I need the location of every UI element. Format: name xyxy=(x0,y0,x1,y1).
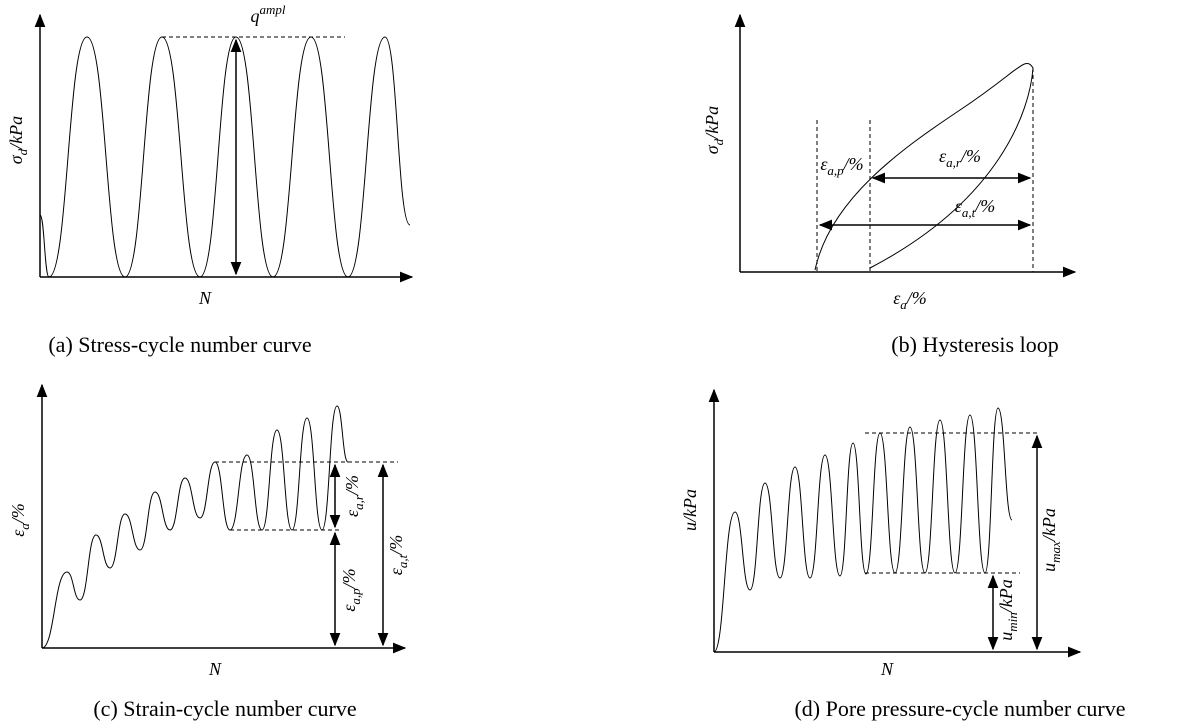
symbol: ε xyxy=(955,196,963,216)
curve xyxy=(41,405,349,649)
unit: /kPa xyxy=(702,106,722,140)
label: umin/kPa xyxy=(996,579,1020,641)
unit: /% xyxy=(386,535,406,556)
subscript: d xyxy=(15,148,30,155)
unit: /% xyxy=(342,475,362,496)
symbol: ε xyxy=(8,529,28,537)
symbol: u xyxy=(996,632,1016,641)
subscript: a,p xyxy=(348,588,363,605)
label: εa,r/% xyxy=(342,475,366,517)
label: σd/kPa xyxy=(702,106,726,154)
unit: /kPa xyxy=(1039,508,1059,542)
subscript: a,t xyxy=(395,554,410,568)
subscript: a,r xyxy=(946,155,962,170)
symbol: ε xyxy=(339,604,359,612)
label: εa,p/% xyxy=(339,568,363,611)
label: εa,t/% xyxy=(955,196,995,220)
label: σd/kPa xyxy=(6,116,30,164)
caption: (b) Hysteresis loop xyxy=(891,332,1058,357)
superscript: ampl xyxy=(260,2,286,17)
label: qampl xyxy=(251,2,286,26)
subscript: min xyxy=(1005,612,1020,632)
label: εa,r/% xyxy=(939,146,981,170)
subscript: a,r xyxy=(351,494,366,510)
label: u/kPa xyxy=(680,489,700,531)
unit: /% xyxy=(974,196,995,216)
symbol: σ xyxy=(6,154,26,164)
symbol: ε xyxy=(386,567,406,575)
symbol: u xyxy=(680,522,700,531)
subscript: a,p xyxy=(827,163,844,178)
unit: /% xyxy=(960,146,981,166)
label: εa/% xyxy=(8,503,32,537)
caption: (c) Strain-cycle number curve xyxy=(93,696,356,721)
unit: /% xyxy=(843,154,864,174)
caption: (a) Stress-cycle number curve xyxy=(48,332,311,357)
unit: /kPa xyxy=(680,489,700,523)
symbol: ε xyxy=(893,288,901,308)
label: εa/% xyxy=(893,288,927,312)
subscript: a xyxy=(900,297,907,312)
label: N xyxy=(880,659,894,679)
subscript: a,t xyxy=(962,205,976,220)
caption: (d) Pore pressure-cycle number curve xyxy=(794,696,1125,721)
symbol: ε xyxy=(820,154,828,174)
label: umax/kPa xyxy=(1039,508,1063,572)
symbol: q xyxy=(251,6,260,26)
curve xyxy=(39,36,411,278)
symbol: ε xyxy=(939,146,947,166)
label: N xyxy=(198,288,212,308)
subscript: a xyxy=(17,523,32,530)
unit: /% xyxy=(8,503,28,524)
unit: /% xyxy=(339,568,359,589)
unit: /kPa xyxy=(6,116,26,150)
curve xyxy=(713,407,1013,653)
label: εa,p/% xyxy=(820,154,863,178)
symbol: ε xyxy=(342,509,362,517)
label: εa,t/% xyxy=(386,535,410,575)
symbol: u xyxy=(1039,563,1059,572)
subscript: d xyxy=(711,138,726,145)
unit: /% xyxy=(906,288,927,308)
symbol: σ xyxy=(702,144,722,154)
label: N xyxy=(208,659,222,679)
unit: /kPa xyxy=(996,579,1016,613)
subscript: max xyxy=(1048,541,1063,563)
